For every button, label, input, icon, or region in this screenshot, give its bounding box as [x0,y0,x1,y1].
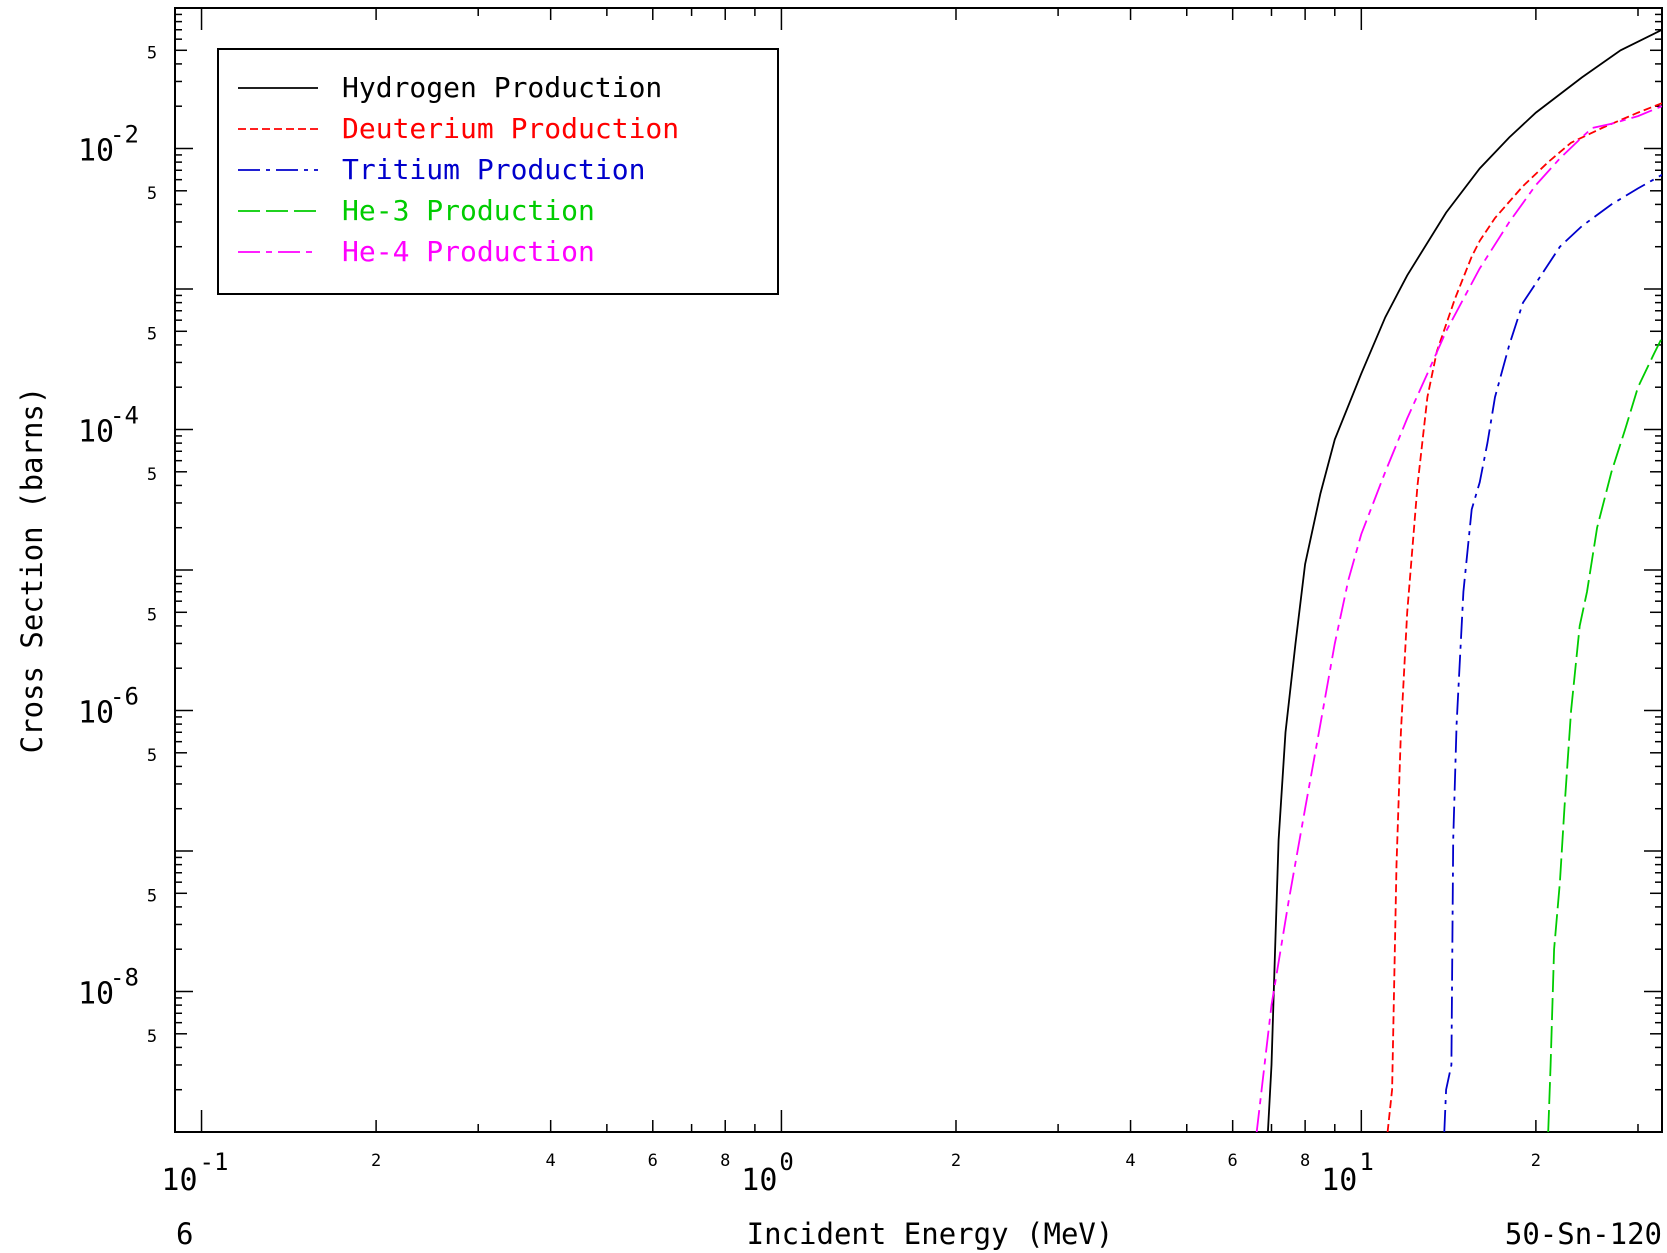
y-decade-base: 10 [78,415,114,450]
legend-entry: He-4 Production [238,235,595,268]
x-minor-label: 2 [371,1151,381,1171]
legend-label: Hydrogen Production [342,71,662,104]
series-line-he-4-production [1255,105,1662,1132]
y-decade-base: 10 [78,977,114,1012]
x-minor-label: 4 [1125,1151,1135,1171]
footer-left-label: 6 [176,1217,193,1251]
y-decade-label: 10-2 [78,121,139,169]
legend-box [217,48,779,295]
x-minor-label: 2 [1531,1151,1541,1171]
series-line-tritium-production [1443,174,1662,1132]
x-decade-base: 10 [741,1163,777,1198]
y-minor-label: 5 [147,886,157,906]
y-minor-label: 5 [147,324,157,344]
series-line-he-3-production [1547,337,1662,1132]
x-minor-label: 2 [951,1151,961,1171]
legend-label: He-4 Production [342,235,595,268]
series-line-hydrogen-production [1267,28,1662,1132]
series-line-deuterium-production [1386,102,1662,1132]
y-minor-label: 5 [147,465,157,485]
legend-label: He-3 Production [342,194,595,227]
legend-label: Tritium Production [342,153,645,186]
x-decade-label: 100 [741,1148,794,1198]
x-decade-base: 10 [161,1163,197,1198]
y-decade-base: 10 [78,696,114,731]
legend-entry: Tritium Production [238,153,645,186]
x-minor-label: 4 [546,1151,556,1171]
axis-ticks [174,7,1662,1133]
y-decade-label: 10-6 [78,683,139,731]
x-decade-label: 10-1 [161,1148,228,1198]
y-minor-label: 5 [147,605,157,625]
x-minor-label: 8 [720,1151,730,1171]
y-decade-exponent: -2 [110,121,139,149]
x-minor-label: 8 [1300,1151,1310,1171]
legend-items: Hydrogen Production Deuterium Production T… [238,71,679,268]
y-decade-label: 10-4 [78,402,139,450]
y-decade-exponent: -4 [110,402,139,430]
legend-label: Deuterium Production [342,112,679,145]
x-axis-title: Incident Energy (MeV) [747,1217,1114,1251]
legend-entry: He-3 Production [238,194,595,227]
legend: Hydrogen Production Deuterium Production T… [217,48,779,295]
y-decade-base: 10 [78,134,114,169]
series-layer [1255,28,1662,1132]
y-minor-label: 5 [147,184,157,204]
y-minor-label: 5 [147,1027,157,1047]
x-decade-exponent: 1 [1359,1148,1373,1176]
x-decade-exponent: -1 [200,1148,229,1176]
legend-entry: Hydrogen Production [238,71,662,104]
y-decade-label: 10-8 [78,964,139,1012]
material-label: 50-Sn-120 [1505,1217,1662,1251]
x-minor-label: 6 [648,1151,658,1171]
y-axis-title: Cross Section (barns) [15,387,49,754]
y-decade-exponent: -8 [110,964,139,992]
legend-entry: Deuterium Production [238,112,679,145]
x-decade-exponent: 0 [779,1148,793,1176]
y-minor-label: 5 [147,746,157,766]
x-decade-base: 10 [1321,1163,1357,1198]
x-minor-label: 6 [1228,1151,1238,1171]
y-minor-label: 5 [147,43,157,63]
y-decade-exponent: -6 [110,683,139,711]
x-decade-label: 101 [1321,1148,1374,1198]
